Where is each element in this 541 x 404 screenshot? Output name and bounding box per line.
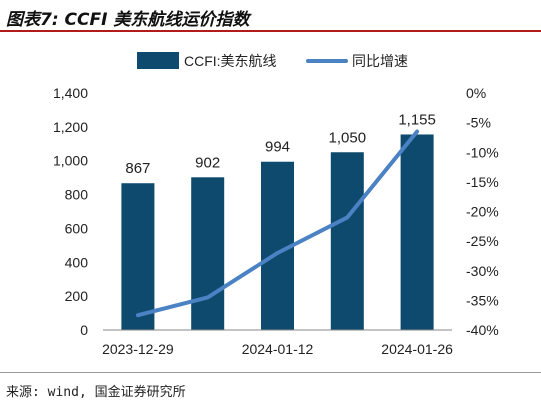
legend-label-bar: CCFI:美东航线: [184, 53, 277, 69]
x-tick-label: 2023-12-29: [102, 341, 174, 357]
source-divider: [0, 372, 541, 373]
left-tick-label: 800: [65, 187, 89, 203]
left-tick-label: 0: [80, 322, 88, 338]
right-tick-label: -10%: [466, 144, 499, 160]
right-tick-label: -15%: [466, 174, 499, 190]
bar: [121, 183, 155, 330]
bar: [191, 177, 225, 330]
legend: CCFI:美东航线 同比增速: [137, 52, 408, 69]
right-tick-label: -20%: [466, 204, 499, 220]
bar-series: [121, 134, 434, 330]
bar-value-labels: 867 902 994 1,050 1,155: [125, 111, 435, 177]
left-axis: 0 200 400 600 800 1,000 1,200 1,400: [53, 85, 88, 338]
bar-value-label: 1,155: [398, 111, 436, 128]
right-tick-label: -35%: [466, 292, 499, 308]
right-axis: -40% -35% -30% -25% -20% -15% -10% -5% 0%: [466, 85, 499, 338]
title-divider: [0, 30, 541, 32]
x-axis: 2023-12-29 2024-01-12 2024-01-26: [102, 341, 453, 357]
line-series: [135, 129, 420, 318]
chart-area: CCFI:美东航线 同比增速 0 200 400 600 800 1,000 1,200 1,…: [53, 52, 499, 357]
x-tick-label: 2024-01-12: [242, 341, 314, 357]
right-tick-label: -40%: [466, 322, 499, 338]
x-tick-label: 2024-01-26: [381, 341, 453, 357]
source-note: 来源: wind, 国金证券研究所: [6, 385, 186, 400]
left-tick-label: 400: [65, 254, 89, 270]
bar: [400, 134, 434, 330]
left-tick-label: 1,200: [53, 119, 88, 135]
left-tick-label: 1,400: [53, 85, 88, 101]
bar-value-label: 994: [265, 139, 290, 156]
bar-value-label: 1,050: [329, 129, 367, 146]
left-tick-label: 1,000: [53, 153, 88, 169]
right-tick-label: -5%: [466, 115, 491, 131]
right-tick-label: -30%: [466, 263, 499, 279]
growth-line: [135, 129, 420, 318]
left-tick-label: 600: [65, 220, 89, 236]
right-tick-label: 0%: [466, 85, 486, 101]
legend-swatch-bar: [137, 52, 179, 69]
bar-value-label: 902: [195, 154, 220, 171]
left-tick-label: 200: [65, 288, 89, 304]
bar-value-label: 867: [125, 160, 150, 177]
right-tick-label: -25%: [466, 233, 499, 249]
legend-label-line: 同比增速: [352, 53, 408, 69]
bar: [330, 152, 364, 330]
chart-title: 图表7: CCFI 美东航线运价指数: [6, 10, 250, 30]
